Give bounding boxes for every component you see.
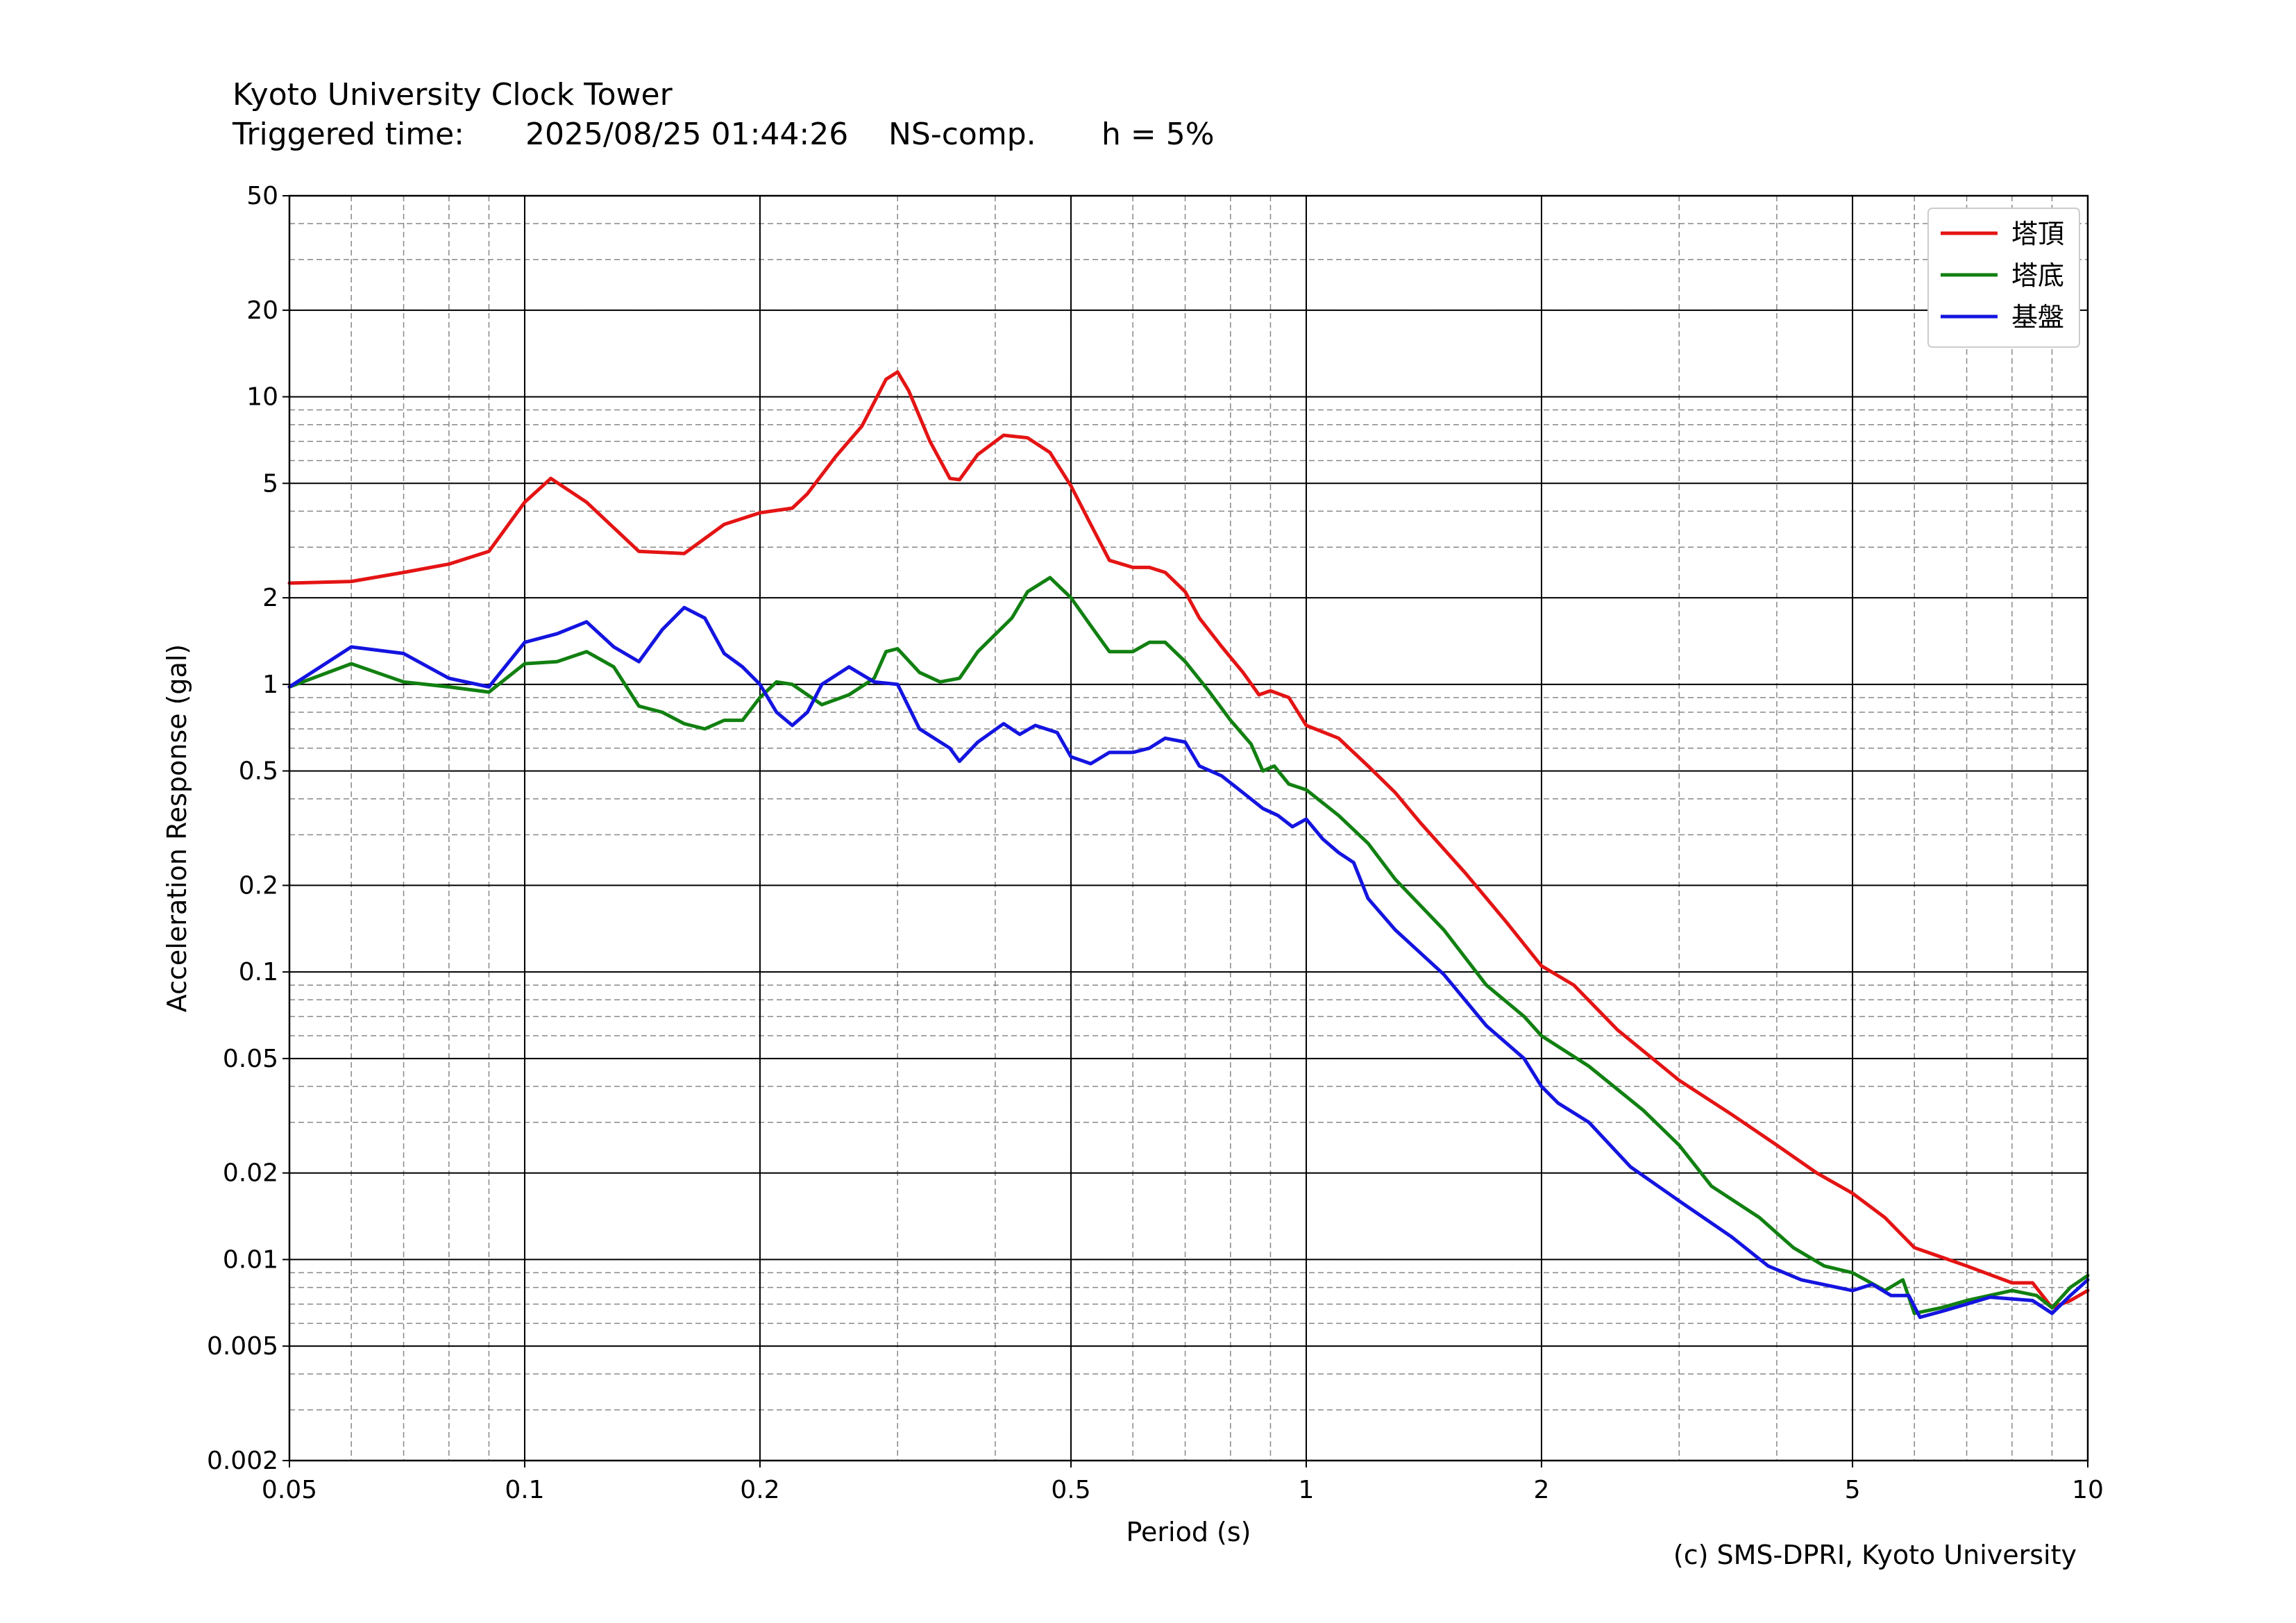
damping-label: h = 5% xyxy=(1101,117,1215,152)
x-tick-label: 2 xyxy=(1533,1476,1549,1504)
series-layer xyxy=(287,370,2090,1320)
tick-layer: 0.05 0.1 0.2 0.5 1 2 5 10 0.002 0.005 0.01 0.02 0.05… xyxy=(207,182,2104,1504)
x-tick-label: 1 xyxy=(1299,1476,1315,1504)
series-line-3 xyxy=(287,605,2090,1320)
legend-label-2: 塔底 xyxy=(2011,260,2064,291)
x-tick-label: 0.1 xyxy=(505,1476,544,1504)
y-tick-label: 2 xyxy=(262,584,278,612)
triggered-time-value: 2025/08/25 01:44:26 xyxy=(525,117,849,152)
y-tick-label: 5 xyxy=(262,469,278,498)
y-tick-label: 20 xyxy=(246,296,278,325)
y-tick-label: 0.02 xyxy=(223,1159,278,1188)
legend-label-1: 塔頂 xyxy=(2011,219,2064,249)
y-axis-title: Acceleration Response (gal) xyxy=(162,644,192,1012)
component-label: NS-comp. xyxy=(888,117,1036,152)
y-tick-label: 1 xyxy=(262,671,278,699)
legend-label-3: 基盤 xyxy=(2011,302,2064,333)
station-title: Kyoto University Clock Tower xyxy=(233,77,673,112)
x-tick-label: 0.05 xyxy=(262,1476,317,1504)
y-tick-label: 0.05 xyxy=(223,1045,278,1073)
x-tick-label: 5 xyxy=(1845,1476,1861,1504)
y-tick-label: 0.002 xyxy=(207,1447,278,1475)
plot-frame xyxy=(288,194,2089,1462)
y-tick-label: 0.2 xyxy=(239,871,278,900)
y-tick-label: 0.01 xyxy=(223,1245,278,1274)
minor-grid xyxy=(289,195,2088,1461)
legend-box xyxy=(1927,208,2080,348)
copyright-credit: (c) SMS-DPRI, Kyoto University xyxy=(1673,1540,2077,1570)
major-grid xyxy=(289,195,2088,1461)
series-line-1 xyxy=(287,370,2090,1310)
y-tick-label: 0.005 xyxy=(207,1332,278,1361)
x-axis-title: Period (s) xyxy=(1126,1517,1251,1547)
triggered-time-label: Triggered time: xyxy=(233,117,464,152)
series-line-2 xyxy=(287,575,2090,1315)
y-tick-label: 0.5 xyxy=(239,757,278,786)
y-tick-label: 0.1 xyxy=(239,958,278,986)
x-tick-label: 0.5 xyxy=(1051,1476,1090,1504)
y-tick-label: 10 xyxy=(246,383,278,412)
x-tick-label: 10 xyxy=(2072,1476,2104,1504)
x-tick-label: 0.2 xyxy=(740,1476,779,1504)
y-tick-label: 50 xyxy=(246,182,278,210)
